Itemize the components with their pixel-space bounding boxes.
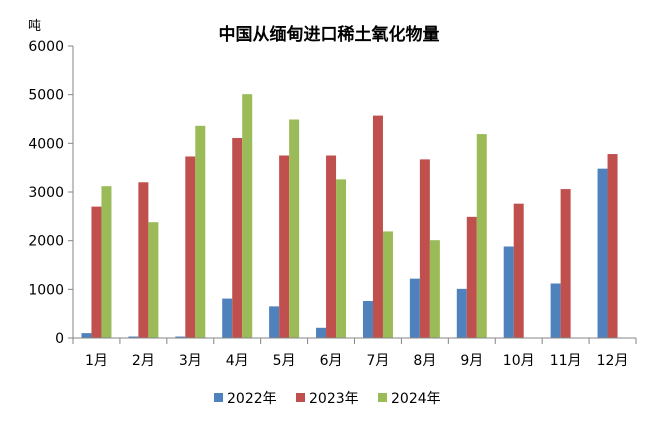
- bar-2022年-4月: [222, 298, 233, 338]
- bar-2022年-10月: [503, 246, 514, 338]
- y-tick-label: 3000: [28, 185, 64, 201]
- bar-2022年-2月: [128, 336, 139, 338]
- bar-2024年-1月: [101, 186, 112, 338]
- legend-label-2023年: 2023年: [309, 391, 359, 407]
- bar-2024年-6月: [336, 179, 347, 338]
- bar-2022年-3月: [175, 336, 186, 338]
- x-tick-label: 12月: [597, 353, 629, 369]
- bar-2024年-7月: [382, 231, 393, 338]
- legend-swatch-2024年: [378, 393, 387, 402]
- bar-2024年-4月: [242, 94, 253, 339]
- y-tick-label: 5000: [28, 88, 64, 104]
- bar-2023年-6月: [326, 155, 337, 338]
- x-tick-label: 4月: [226, 353, 249, 369]
- bar-2023年-11月: [560, 189, 571, 338]
- y-tick-label: 4000: [28, 136, 64, 152]
- bar-2023年-3月: [185, 156, 196, 338]
- x-tick-label: 10月: [503, 353, 535, 369]
- legend-label-2024年: 2024年: [391, 391, 441, 407]
- x-tick-label: 2月: [132, 353, 155, 369]
- chart-title: 中国从缅甸进口稀土氧化物量: [219, 24, 440, 45]
- bar-2024年-8月: [429, 240, 440, 338]
- x-tick-label: 6月: [320, 353, 343, 369]
- x-tick-label: 9月: [460, 353, 483, 369]
- bar-2022年-12月: [597, 168, 608, 338]
- bar-2023年-9月: [466, 216, 477, 338]
- bars: [81, 94, 618, 339]
- legend-label-2022年: 2022年: [227, 391, 277, 407]
- axes: [72, 46, 637, 344]
- bar-2022年-1月: [81, 333, 92, 338]
- y-tick-label: 1000: [28, 282, 64, 298]
- legend: 2022年 2023年 2024年: [214, 391, 441, 407]
- y-axis-unit: 吨: [28, 19, 41, 34]
- bar-2023年-1月: [91, 206, 102, 338]
- bar-2023年-12月: [607, 154, 618, 338]
- y-tick-label: 2000: [28, 234, 64, 250]
- bar-2023年-2月: [138, 182, 149, 338]
- y-axis-ticks: 0 1000 2000 3000 4000 5000 6000: [28, 39, 73, 347]
- bar-2023年-4月: [232, 137, 243, 338]
- legend-swatch-2022年: [214, 393, 223, 402]
- bar-2024年-9月: [476, 134, 487, 338]
- bar-2024年-5月: [289, 119, 300, 338]
- bar-2023年-10月: [513, 203, 524, 338]
- bar-2024年-3月: [195, 125, 206, 339]
- y-tick-label: 6000: [28, 39, 64, 55]
- bar-2023年-5月: [279, 155, 290, 338]
- legend-swatch-2023年: [296, 393, 305, 402]
- bar-2022年-6月: [316, 327, 327, 338]
- x-tick-label: 3月: [179, 353, 202, 369]
- bar-2022年-11月: [550, 283, 561, 338]
- x-tick-label: 1月: [85, 353, 108, 369]
- bar-2023年-8月: [419, 159, 430, 338]
- y-tick-label: 0: [55, 331, 64, 347]
- bar-2022年-9月: [456, 288, 467, 338]
- x-tick-label: 11月: [550, 353, 582, 369]
- bar-2022年-8月: [409, 278, 420, 338]
- bar-2022年-7月: [362, 301, 373, 338]
- bar-2024年-2月: [148, 222, 159, 338]
- x-tick-label: 5月: [273, 353, 296, 369]
- bar-2023年-7月: [372, 115, 383, 339]
- bar-2022年-5月: [269, 306, 280, 338]
- x-axis-ticks: 1月 2月 3月 4月 5月 6月 7月 8月 9月 10月 11月 12月: [85, 353, 628, 369]
- x-tick-label: 8月: [413, 353, 436, 369]
- x-tick-label: 7月: [366, 353, 389, 369]
